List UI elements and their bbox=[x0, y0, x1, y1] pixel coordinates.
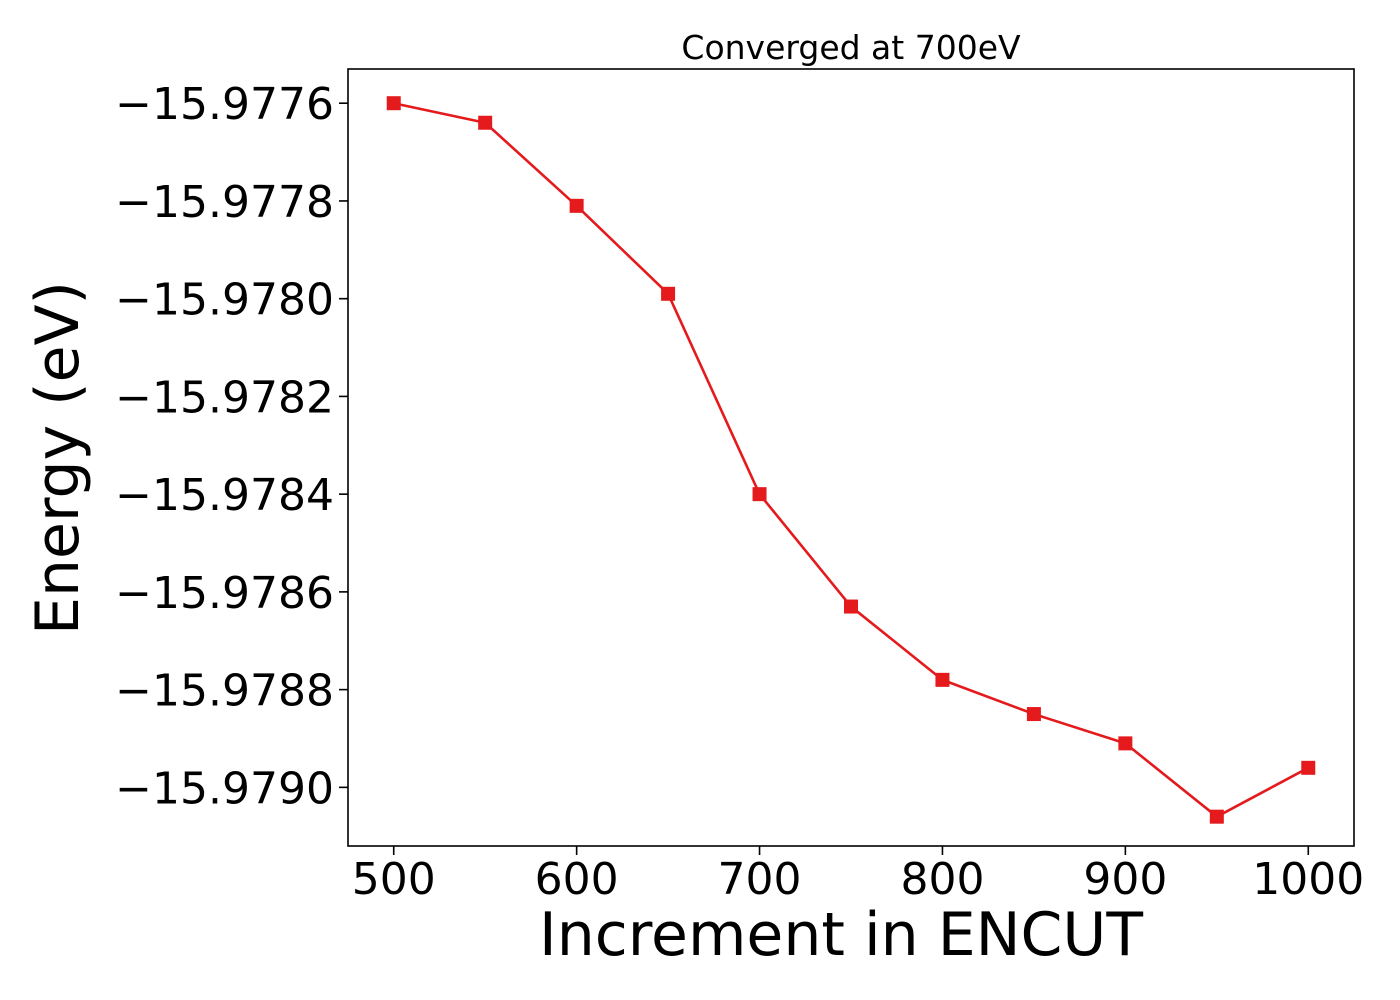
data-point-marker bbox=[1301, 760, 1316, 775]
y-tick-label: −15.9784 bbox=[115, 470, 334, 521]
data-point-marker bbox=[569, 198, 584, 213]
plot-area-frame bbox=[347, 68, 1355, 847]
data-point-marker bbox=[844, 599, 858, 614]
series-layer bbox=[386, 96, 1316, 824]
data-point-marker bbox=[386, 96, 401, 111]
y-tick-label: −15.9780 bbox=[115, 275, 334, 326]
data-point-marker bbox=[478, 115, 493, 130]
y-tick-label: −15.9786 bbox=[115, 568, 334, 619]
y-tick-label: −15.9790 bbox=[115, 763, 334, 814]
data-point-marker bbox=[1118, 736, 1133, 751]
x-tick-label: 600 bbox=[535, 854, 619, 905]
x-tick-label: 1000 bbox=[1252, 854, 1364, 905]
series-line bbox=[393, 101, 1309, 818]
y-tick-label: −15.9788 bbox=[115, 666, 334, 717]
x-tick-label: 800 bbox=[900, 854, 984, 905]
y-axis-label: Energy (eV) bbox=[23, 281, 93, 635]
data-point-marker bbox=[661, 286, 676, 301]
x-axis-label: Increment in ENCUT bbox=[539, 900, 1143, 970]
y-tick-label: −15.9778 bbox=[115, 177, 334, 228]
y-tick-label: −15.9776 bbox=[115, 79, 334, 130]
y-axis: −15.9776 −15.9778 −15.9780 −15.9782 −15.9784… bbox=[115, 79, 348, 814]
data-point-marker bbox=[1026, 707, 1041, 722]
data-point-marker bbox=[935, 672, 950, 687]
y-tick-label: −15.9782 bbox=[115, 372, 334, 423]
data-point-marker bbox=[1209, 809, 1224, 824]
chart-title: Converged at 700eV bbox=[681, 28, 1021, 67]
x-axis: 500 600 700 800 900 1000 bbox=[352, 846, 1364, 905]
x-tick-label: 700 bbox=[718, 854, 802, 905]
x-tick-label: 500 bbox=[352, 854, 436, 905]
x-tick-label: 900 bbox=[1083, 854, 1167, 905]
data-point-marker bbox=[752, 487, 767, 502]
